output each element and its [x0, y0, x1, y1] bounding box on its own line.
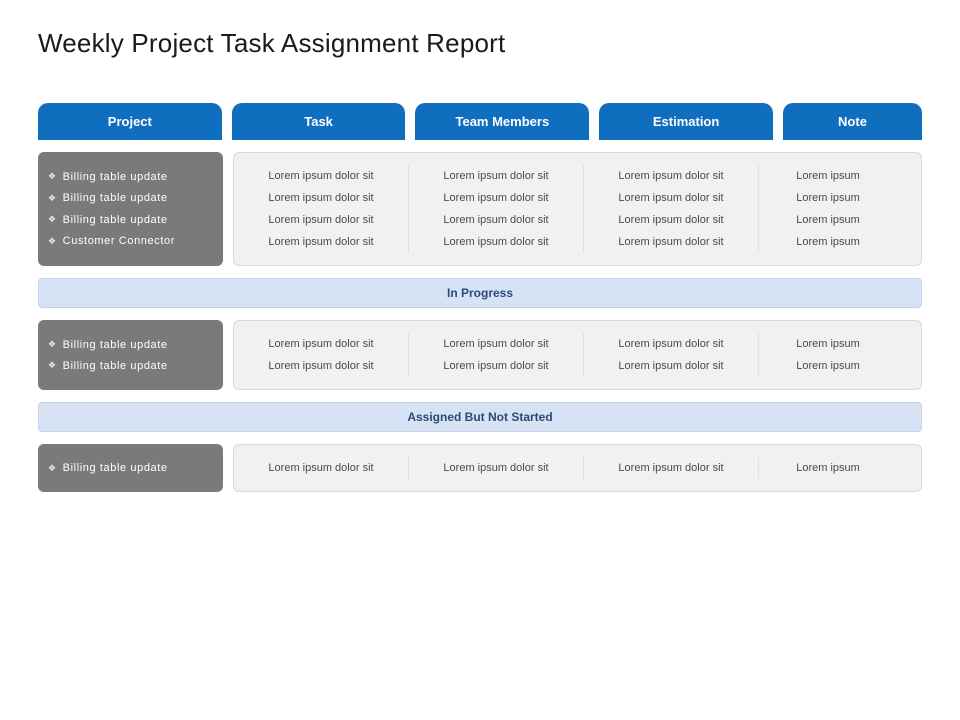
project-box: ❖ Billing table update ❖ Billing table upda…: [38, 320, 223, 390]
project-item: ❖ Customer Connector: [48, 231, 213, 251]
header-team: Team Members: [415, 103, 589, 140]
diamond-bullet-icon: ❖: [48, 236, 57, 247]
column-headers: Project Task Team Members Estimation Not…: [38, 103, 922, 140]
task-section: ❖ Billing table update ❖ Billing table upda…: [38, 152, 922, 266]
project-item-label: Billing table update: [63, 192, 168, 204]
cell-team: Lorem ipsum dolor sit: [409, 333, 584, 355]
cell-team: Lorem ipsum dolor sit: [409, 231, 584, 253]
cell-task: Lorem ipsum dolor sit: [234, 209, 409, 231]
project-item: ❖ Billing table update: [48, 356, 213, 376]
table-row: Lorem ipsum dolor sitLorem ipsum dolor s…: [234, 231, 921, 253]
project-item-label: Billing table update: [63, 360, 168, 372]
cell-task: Lorem ipsum dolor sit: [234, 355, 409, 377]
project-item: ❖ Billing table update: [48, 335, 213, 355]
cell-est: Lorem ipsum dolor sit: [584, 457, 759, 479]
cell-est: Lorem ipsum dolor sit: [584, 209, 759, 231]
cell-note: Lorem ipsum: [759, 333, 897, 355]
cell-note: Lorem ipsum: [759, 165, 897, 187]
cell-task: Lorem ipsum dolor sit: [234, 333, 409, 355]
status-bar: In Progress: [38, 278, 922, 308]
cell-team: Lorem ipsum dolor sit: [409, 209, 584, 231]
table-row: Lorem ipsum dolor sitLorem ipsum dolor s…: [234, 209, 921, 231]
header-note: Note: [783, 103, 922, 140]
cell-est: Lorem ipsum dolor sit: [584, 231, 759, 253]
page-title: Weekly Project Task Assignment Report: [38, 28, 922, 59]
project-item: ❖ Billing table update: [48, 188, 213, 208]
table-row: Lorem ipsum dolor sitLorem ipsum dolor s…: [234, 187, 921, 209]
cell-note: Lorem ipsum: [759, 457, 897, 479]
table-row: Lorem ipsum dolor sitLorem ipsum dolor s…: [234, 165, 921, 187]
data-box: Lorem ipsum dolor sitLorem ipsum dolor s…: [233, 320, 922, 390]
project-item-label: Customer Connector: [63, 235, 175, 247]
diamond-bullet-icon: ❖: [48, 360, 57, 371]
cell-task: Lorem ipsum dolor sit: [234, 165, 409, 187]
cell-note: Lorem ipsum: [759, 209, 897, 231]
cell-est: Lorem ipsum dolor sit: [584, 165, 759, 187]
cell-team: Lorem ipsum dolor sit: [409, 187, 584, 209]
diamond-bullet-icon: ❖: [48, 463, 57, 474]
cell-note: Lorem ipsum: [759, 231, 897, 253]
header-project: Project: [38, 103, 222, 140]
cell-team: Lorem ipsum dolor sit: [409, 355, 584, 377]
cell-est: Lorem ipsum dolor sit: [584, 333, 759, 355]
status-bar: Assigned But Not Started: [38, 402, 922, 432]
diamond-bullet-icon: ❖: [48, 339, 57, 350]
task-section: ❖ Billing table update ❖ Billing table upda…: [38, 320, 922, 390]
data-box: Lorem ipsum dolor sitLorem ipsum dolor s…: [233, 152, 922, 266]
table-row: Lorem ipsum dolor sitLorem ipsum dolor s…: [234, 355, 921, 377]
project-box: ❖ Billing table update: [38, 444, 223, 492]
project-item-label: Billing table update: [63, 462, 168, 474]
diamond-bullet-icon: ❖: [48, 193, 57, 204]
project-item-label: Billing table update: [63, 214, 168, 226]
cell-est: Lorem ipsum dolor sit: [584, 187, 759, 209]
project-item: ❖ Billing table update: [48, 167, 213, 187]
cell-team: Lorem ipsum dolor sit: [409, 457, 584, 479]
cell-note: Lorem ipsum: [759, 355, 897, 377]
cell-task: Lorem ipsum dolor sit: [234, 187, 409, 209]
project-item-label: Billing table update: [63, 171, 168, 183]
table-row: Lorem ipsum dolor sitLorem ipsum dolor s…: [234, 457, 921, 479]
cell-team: Lorem ipsum dolor sit: [409, 165, 584, 187]
cell-est: Lorem ipsum dolor sit: [584, 355, 759, 377]
diamond-bullet-icon: ❖: [48, 214, 57, 225]
project-item-label: Billing table update: [63, 339, 168, 351]
diamond-bullet-icon: ❖: [48, 171, 57, 182]
project-item: ❖ Billing table update: [48, 458, 213, 478]
cell-note: Lorem ipsum: [759, 187, 897, 209]
header-task: Task: [232, 103, 406, 140]
header-estimation: Estimation: [599, 103, 773, 140]
project-box: ❖ Billing table update ❖ Billing table upda…: [38, 152, 223, 266]
cell-task: Lorem ipsum dolor sit: [234, 457, 409, 479]
data-box: Lorem ipsum dolor sitLorem ipsum dolor s…: [233, 444, 922, 492]
task-section: ❖ Billing table update Lorem ipsum dolor s…: [38, 444, 922, 492]
cell-task: Lorem ipsum dolor sit: [234, 231, 409, 253]
table-row: Lorem ipsum dolor sitLorem ipsum dolor s…: [234, 333, 921, 355]
project-item: ❖ Billing table update: [48, 210, 213, 230]
